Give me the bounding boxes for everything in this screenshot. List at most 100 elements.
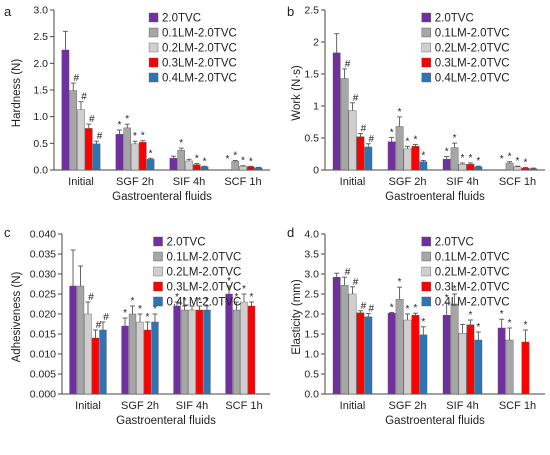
bar	[128, 313, 137, 395]
significance-mark: *	[413, 134, 417, 145]
legend-label: 0.1LM-2.0TVC	[435, 28, 510, 40]
bar	[76, 285, 85, 395]
bar	[458, 164, 467, 171]
y-tick-label: 0.035	[30, 249, 56, 261]
bar	[69, 90, 78, 171]
y-tick-label: 0.015	[30, 329, 56, 341]
bar	[521, 341, 530, 395]
bar	[419, 334, 428, 395]
panel-letter: a	[4, 4, 12, 19]
significance-mark: *	[131, 296, 135, 307]
significance-mark: *	[500, 309, 504, 320]
significance-mark: *	[117, 120, 121, 131]
legend-swatch	[153, 281, 163, 292]
significance-mark: #	[73, 73, 79, 84]
bar	[91, 337, 100, 395]
bar	[84, 128, 93, 171]
legend-label: 0.4LM-2.0TVC	[435, 297, 510, 309]
bar	[138, 142, 147, 171]
y-tick-label: 0.0	[304, 389, 319, 401]
panel-letter: b	[287, 4, 294, 19]
bar	[69, 285, 77, 395]
x-tick-label: SCF 1h	[224, 176, 261, 188]
x-axis-title: Gastroenteral fluids	[116, 415, 216, 427]
significance-mark: #	[369, 134, 375, 145]
bar	[92, 143, 101, 171]
x-tick-label: SIF 4h	[176, 400, 208, 412]
x-tick-label: SIF 4h	[446, 176, 478, 188]
x-tick-label: Initial	[68, 176, 94, 188]
y-tick-label: 2	[313, 37, 319, 49]
significance-mark: #	[353, 93, 359, 104]
bar	[115, 134, 124, 171]
significance-mark: *	[421, 317, 425, 328]
legend-label: 0.1LM-2.0TVC	[435, 252, 510, 264]
legend-swatch	[421, 296, 431, 307]
y-tick-label: 3.5	[304, 249, 319, 261]
x-tick-label: Initial	[340, 400, 366, 412]
bar	[387, 313, 396, 395]
bar	[505, 162, 514, 171]
significance-mark: *	[195, 154, 199, 165]
significance-mark: *	[523, 320, 527, 331]
bar	[61, 49, 70, 171]
significance-mark: *	[390, 302, 394, 313]
legend-label: 2.0TVC	[435, 237, 474, 249]
x-axis-title: Gastroenteral fluids	[112, 191, 212, 203]
x-tick-label: SGF 2h	[116, 176, 154, 188]
bar	[395, 126, 404, 171]
bar	[192, 164, 201, 171]
bar	[254, 167, 263, 171]
bar	[84, 313, 92, 395]
y-tick-label: 4.0	[304, 229, 319, 241]
y-axis-title: Elasticity (mm)	[291, 279, 303, 355]
legend-swatch	[421, 27, 431, 38]
significance-mark: *	[242, 284, 246, 295]
significance-mark: *	[516, 156, 520, 167]
bar	[442, 315, 451, 395]
significance-mark: *	[149, 148, 153, 159]
bar	[239, 166, 247, 171]
bar	[529, 168, 538, 171]
significance-mark: *	[445, 293, 449, 304]
bar	[450, 303, 459, 395]
bar	[203, 309, 211, 395]
bar	[169, 158, 178, 171]
significance-mark: #	[103, 312, 109, 323]
bar	[364, 316, 373, 395]
legend-swatch	[148, 12, 159, 23]
bar	[411, 146, 420, 171]
significance-mark: #	[361, 124, 367, 135]
legend-swatch	[153, 296, 163, 307]
y-tick-label: 0.005	[30, 369, 56, 381]
legend-swatch	[421, 57, 431, 68]
bar	[332, 52, 341, 171]
legend-swatch	[421, 42, 431, 53]
bar	[466, 324, 475, 395]
legend-swatch	[421, 12, 431, 23]
significance-mark: *	[141, 131, 145, 142]
legend-label: 2.0TVC	[162, 13, 201, 25]
bar	[146, 159, 155, 171]
significance-mark: *	[225, 154, 229, 165]
bar	[99, 329, 107, 395]
bar	[497, 327, 506, 395]
y-tick-label: 0.010	[30, 349, 56, 361]
significance-mark: *	[390, 127, 394, 138]
legend-label: 2.0TVC	[167, 237, 206, 249]
bar	[225, 293, 233, 395]
legend-label: 0.1LM-2.0TVC	[162, 28, 237, 40]
significance-mark: #	[353, 277, 359, 288]
significance-mark: *	[421, 150, 425, 161]
y-tick-label: 2.0	[33, 58, 48, 70]
significance-mark: *	[500, 154, 504, 165]
bar	[466, 164, 475, 171]
y-tick-label: 3.0	[304, 269, 319, 281]
significance-mark: *	[445, 147, 449, 158]
y-tick-label: 1	[313, 101, 319, 113]
legend-swatch	[153, 236, 163, 247]
x-tick-label: SGF 2h	[389, 176, 427, 188]
bar	[332, 277, 341, 395]
legend-swatch	[153, 251, 163, 262]
legend-swatch	[421, 281, 431, 292]
